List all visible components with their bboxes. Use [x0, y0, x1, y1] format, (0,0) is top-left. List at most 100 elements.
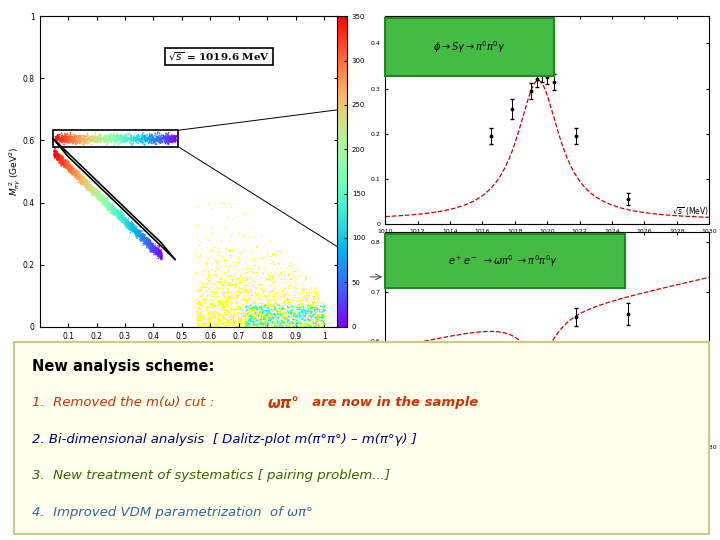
Point — [55, 155, 67, 164]
Point — [102, 136, 113, 144]
Point — [149, 243, 161, 252]
Point — [107, 204, 118, 212]
Point — [216, 291, 228, 300]
Point — [125, 136, 136, 144]
Point — [68, 168, 79, 177]
Point — [207, 295, 218, 304]
Point — [130, 226, 141, 235]
Point — [278, 313, 289, 321]
Point — [270, 289, 282, 298]
Point — [85, 181, 96, 190]
Point — [106, 204, 117, 212]
Point — [145, 241, 157, 250]
Point — [91, 189, 102, 198]
Point — [49, 150, 60, 158]
Point — [297, 303, 309, 312]
Point — [97, 195, 109, 204]
Point — [112, 208, 124, 217]
Point — [251, 310, 262, 319]
Point — [216, 284, 228, 292]
Point — [74, 172, 86, 180]
Point — [122, 133, 133, 141]
Point — [225, 306, 237, 315]
Point — [160, 138, 171, 146]
Point — [95, 195, 107, 204]
Point — [132, 227, 143, 235]
Point — [276, 320, 288, 328]
Point — [244, 303, 256, 312]
Point — [73, 132, 84, 140]
Point — [271, 264, 283, 272]
Point — [246, 316, 257, 325]
Point — [55, 159, 66, 167]
Point — [303, 290, 315, 299]
Point — [139, 236, 150, 245]
Point — [153, 249, 165, 258]
Point — [221, 213, 233, 221]
Point — [130, 231, 142, 240]
Point — [64, 134, 76, 143]
Point — [235, 299, 246, 308]
Point — [135, 233, 146, 242]
Point — [243, 307, 254, 315]
Point — [100, 196, 112, 205]
Point — [137, 231, 148, 239]
Point — [76, 176, 87, 185]
Point — [94, 136, 106, 145]
Point — [63, 138, 74, 147]
Point — [210, 287, 222, 296]
Point — [257, 320, 269, 329]
Point — [63, 159, 74, 168]
Point — [118, 216, 130, 225]
Point — [127, 220, 139, 229]
Point — [143, 133, 154, 142]
Point — [151, 135, 163, 144]
Point — [252, 314, 264, 323]
Point — [106, 206, 117, 214]
Point — [111, 211, 122, 219]
Point — [97, 133, 109, 142]
Point — [120, 214, 131, 223]
Point — [159, 132, 171, 141]
Point — [96, 135, 108, 144]
Point — [302, 301, 313, 309]
Point — [126, 222, 138, 231]
Point — [248, 318, 259, 326]
Point — [233, 305, 244, 313]
Point — [156, 131, 168, 140]
Point — [127, 222, 138, 231]
Point — [130, 135, 142, 144]
Point — [312, 313, 323, 322]
Point — [120, 133, 131, 142]
Point — [78, 132, 89, 141]
Point — [109, 133, 121, 142]
Point — [148, 245, 159, 253]
Point — [144, 239, 156, 248]
Point — [130, 227, 141, 236]
Point — [86, 187, 98, 195]
Point — [225, 202, 237, 211]
Point — [73, 178, 84, 187]
Point — [230, 305, 242, 314]
Point — [94, 192, 105, 201]
Point — [228, 307, 239, 315]
Point — [272, 259, 284, 268]
Point — [75, 174, 86, 183]
Point — [99, 199, 111, 208]
Point — [67, 166, 78, 175]
Point — [57, 154, 68, 163]
Point — [228, 317, 240, 326]
Point — [297, 319, 309, 328]
Point — [231, 321, 243, 330]
Point — [203, 314, 215, 322]
Point — [80, 135, 91, 144]
Point — [145, 244, 157, 253]
Point — [153, 248, 164, 257]
Point — [217, 301, 229, 309]
Point — [51, 153, 63, 161]
Point — [153, 250, 165, 259]
Point — [90, 186, 102, 194]
Point — [136, 231, 148, 239]
Point — [156, 255, 168, 264]
Point — [53, 153, 64, 162]
